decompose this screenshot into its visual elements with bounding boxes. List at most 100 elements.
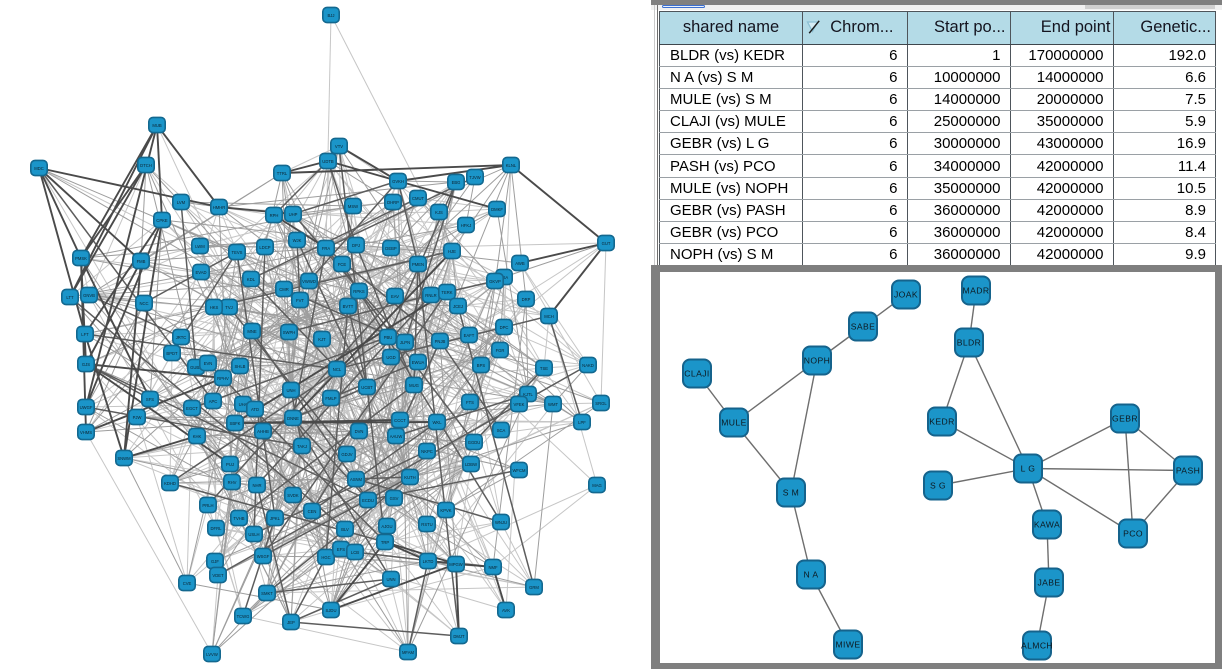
svg-text:FMLP: FMLP (325, 396, 336, 401)
svg-text:UWGF: UWGF (80, 405, 93, 410)
svg-text:TTRL: TTRL (277, 171, 288, 176)
svg-text:SFS: SFS (146, 397, 154, 402)
svg-text:NOPH: NOPH (804, 355, 830, 365)
svg-text:LKTD: LKTD (423, 559, 434, 564)
svg-text:PNJB: PNJB (435, 339, 446, 344)
svg-text:PUJ: PUJ (226, 462, 234, 467)
svg-text:NAKD: NAKD (582, 363, 594, 368)
svg-text:SHLB: SHLB (235, 364, 246, 369)
svg-text:PMSK: PMSK (75, 256, 87, 261)
svg-text:ASA: ASA (500, 275, 509, 280)
svg-text:KJTL: KJTL (523, 392, 533, 397)
svg-text:S M: S M (783, 487, 799, 497)
svg-text:MDC: MDC (34, 166, 44, 171)
svg-text:JOAK: JOAK (894, 289, 918, 299)
svg-text:CLAJI: CLAJI (684, 368, 709, 378)
svg-text:MSW: MSW (348, 204, 358, 209)
svg-text:VHMS: VHMS (80, 430, 92, 435)
svg-text:DMKF: DMKF (491, 207, 503, 212)
svg-text:TRP: TRP (381, 540, 390, 545)
svg-text:BVTT: BVTT (343, 304, 354, 309)
svg-text:SVDK: SVDK (287, 493, 299, 498)
svg-text:USLH: USLH (248, 532, 259, 537)
svg-text:MUB: MUB (152, 123, 162, 128)
svg-text:KUTH: KUTH (404, 475, 415, 480)
svg-text:JABE: JABE (1037, 577, 1060, 587)
svg-text:NCL: NCL (333, 367, 342, 372)
svg-text:AHHB: AHHB (257, 429, 269, 434)
svg-text:LPF: LPF (578, 420, 586, 425)
svg-text:L G: L G (1021, 463, 1036, 473)
svg-text:TEVS: TEVS (232, 250, 243, 255)
svg-text:JCEJ: JCEJ (453, 304, 463, 309)
svg-text:PRLH: PRLH (202, 503, 213, 508)
svg-text:NHR: NHR (252, 483, 261, 488)
svg-text:FRA: FRA (322, 246, 331, 251)
svg-text:DTCH: DTCH (140, 163, 152, 168)
svg-text:JEP: JEP (287, 620, 295, 625)
svg-text:BPDT: BPDT (166, 351, 178, 356)
svg-text:SNWM: SNWM (117, 456, 131, 461)
svg-text:DPC: DPC (500, 325, 509, 330)
svg-text:EGCT: EGCT (186, 406, 198, 411)
svg-text:UNN: UNN (386, 577, 395, 582)
svg-text:SWPH: SWPH (283, 330, 296, 335)
svg-text:EVN: EVN (204, 361, 213, 366)
svg-text:TSE: TSE (540, 366, 548, 371)
svg-text:DVN: DVN (355, 429, 364, 434)
svg-text:MADR: MADR (963, 285, 990, 295)
svg-text:EWUA: EWUA (412, 360, 425, 365)
svg-text:GGDU: GGDU (468, 440, 481, 445)
svg-text:GNVB: GNVB (83, 293, 95, 298)
svg-text:KLNL: KLNL (506, 163, 517, 168)
svg-text:WMT: WMT (548, 402, 558, 407)
svg-text:AWB: AWB (515, 261, 525, 266)
svg-text:NKPC: NKPC (421, 449, 433, 454)
svg-text:BLDR: BLDR (957, 337, 982, 347)
svg-text:KEDR: KEDR (929, 416, 954, 426)
svg-text:N A: N A (803, 569, 818, 579)
svg-text:AAUW: AAUW (390, 434, 403, 439)
svg-text:SCA: SCA (497, 428, 506, 433)
svg-text:CVE: CVE (183, 581, 192, 586)
svg-text:RPHV: RPHV (217, 376, 229, 381)
svg-text:UCBT: UCBT (361, 385, 373, 390)
svg-text:UNH: UNH (286, 388, 295, 393)
svg-text:FTS: FTS (466, 400, 474, 405)
svg-text:DFRL: DFRL (211, 526, 223, 531)
svg-text:RPKS: RPKS (353, 289, 365, 294)
svg-text:BJJ: BJJ (328, 13, 335, 18)
svg-text:EAV: EAV (391, 294, 399, 299)
svg-text:JLPN: JLPN (400, 340, 410, 345)
svg-text:JPKL: JPKL (270, 516, 281, 521)
svg-text:KJS: KJS (435, 210, 443, 215)
svg-text:DPJ: DPJ (352, 243, 360, 248)
svg-text:FGR: FGR (496, 348, 505, 353)
svg-text:PMEN: PMEN (412, 262, 424, 267)
svg-text:GKVP: GKVP (489, 279, 501, 284)
svg-text:JRTC: JRTC (176, 335, 187, 340)
svg-text:FVT: FVT (296, 298, 304, 303)
svg-text:CPKE: CPKE (156, 218, 168, 223)
svg-text:LTT: LTT (66, 295, 74, 300)
svg-text:DRP: DRP (522, 297, 531, 302)
svg-text:HMHR: HMHR (213, 205, 226, 210)
svg-text:GUT: GUT (602, 241, 611, 246)
svg-text:LCB: LCB (351, 550, 359, 555)
svg-text:UGD: UGD (386, 355, 395, 360)
svg-text:GJS: GJS (82, 362, 90, 367)
svg-text:KAWA: KAWA (1034, 519, 1060, 529)
svg-text:SJDU: SJDU (326, 608, 337, 613)
svg-text:KDL: KDL (247, 277, 256, 282)
svg-text:APC: APC (209, 399, 218, 404)
svg-text:MNE: MNE (247, 329, 257, 334)
svg-text:NMF: NMF (488, 565, 498, 570)
svg-text:SBFK: SBFK (230, 421, 241, 426)
svg-text:TAKJ: TAKJ (297, 444, 307, 449)
svg-text:HGC: HGC (321, 555, 330, 560)
svg-text:ALMCH: ALMCH (1021, 640, 1053, 650)
svg-text:WJK: WJK (293, 238, 302, 243)
svg-text:GEBR: GEBR (1112, 413, 1138, 423)
svg-text:DEBP: DEBP (385, 246, 397, 251)
svg-text:KPVK: KPVK (440, 508, 451, 513)
